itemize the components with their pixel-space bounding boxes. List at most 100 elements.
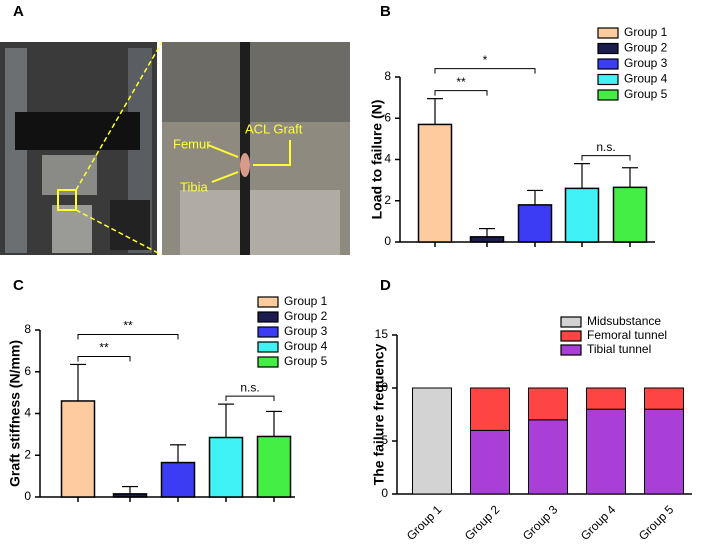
bar-segment [586,387,626,410]
photo-detail [110,200,150,250]
significance-bracket [225,395,275,402]
legend-label: Femoral tunnel [587,328,667,342]
legend-swatch [560,316,582,328]
bar [469,236,505,243]
bar-segment [528,387,568,421]
bar-segment [644,408,684,495]
y-tick-label: 0 [384,234,391,248]
photo-label: Femur [173,136,211,151]
photo-graft [240,153,250,177]
legend-swatch [560,330,582,342]
bar [256,435,292,498]
x-tick-label: Group 2 [462,502,503,543]
bar [160,461,196,498]
significance-label: n.s. [596,140,615,154]
arrow [207,144,239,158]
zoom-box [57,189,77,211]
bar [60,400,96,498]
bar [564,187,600,243]
panel-letter: C [13,277,24,294]
legend-swatch [257,326,279,338]
significance-label: ** [123,319,133,333]
legend-swatch [597,42,619,55]
bar-segment [412,387,452,495]
photo-detail [162,42,350,122]
legend-label: Group 2 [284,309,328,323]
legend-swatch [257,296,279,308]
photo-detail [180,190,340,255]
y-tick-label: 6 [384,110,391,124]
bar-segment [644,387,684,410]
y-tick-label: 2 [24,447,31,461]
significance-label: * [483,53,488,67]
x-tick-label: Group 4 [578,502,619,543]
photo-label: Tibia [180,179,208,194]
x-tick-label: Group 1 [404,502,445,543]
y-axis-label: The failure frequency [371,343,387,485]
y-axis-label: Load to failure (N) [369,100,385,220]
legend-swatch [597,73,619,86]
y-tick-label: 10 [375,380,389,394]
bar [517,204,553,243]
bar-segment [586,408,626,495]
legend-label: Group 3 [624,56,668,70]
legend-swatch [257,341,279,353]
legend-swatch [257,311,279,323]
significance-bracket [434,90,488,96]
significance-bracket [77,333,179,340]
legend-label: Group 3 [284,324,328,338]
photo-detail [42,155,97,195]
photo-label: ACL Graft [245,121,303,136]
bar [112,493,148,498]
y-tick-label: 4 [384,152,391,166]
zoom-line [75,209,163,256]
bar [208,436,244,498]
photo-detail [15,112,140,150]
legend-label: Group 2 [624,41,668,55]
significance-bracket [77,355,131,362]
y-tick-label: 5 [381,433,388,447]
legend-label: Group 1 [284,294,328,308]
panel-letter: D [380,277,391,294]
y-tick-label: 6 [24,364,31,378]
legend-label: Group 5 [624,87,668,101]
zoom-line [75,41,163,191]
significance-label: n.s. [240,380,259,394]
bar [417,123,453,243]
significance-bracket [581,155,631,161]
significance-bracket [434,68,536,74]
legend-label: Group 1 [624,25,668,39]
y-tick-label: 0 [381,486,388,500]
y-tick-label: 4 [24,406,31,420]
x-tick-label: Group 3 [520,502,561,543]
legend-swatch [597,58,619,70]
y-axis-label: Graft stiffness (N/mm) [7,340,23,487]
legend-swatch [597,27,619,39]
arrow [211,171,239,183]
y-tick-label: 8 [384,69,391,83]
y-tick-label: 15 [375,327,389,341]
significance-label: ** [99,341,109,355]
y-tick-label: 8 [24,322,31,336]
photo-detail [52,205,92,253]
y-tick-label: 2 [384,193,391,207]
bar-segment [528,419,568,495]
y-tick-label: 0 [24,489,31,503]
photo-panel: A Femur ACL Graft Tibia [0,3,350,256]
bar-segment [470,429,510,495]
x-tick-label: Group 5 [636,502,677,543]
legend-label: Group 4 [284,339,328,353]
legend-label: Group 5 [284,354,328,368]
photo-detail [5,48,27,253]
legend-swatch [560,344,582,356]
panel-letter: B [380,3,391,20]
arrow [253,140,291,166]
legend-label: Midsubstance [587,314,661,328]
bar [612,186,648,243]
legend-label: Tibial tunnel [587,342,651,356]
panel-letter: A [13,3,24,20]
photo-detail [240,42,250,255]
bar-segment [470,387,510,431]
legend-swatch [597,89,619,101]
